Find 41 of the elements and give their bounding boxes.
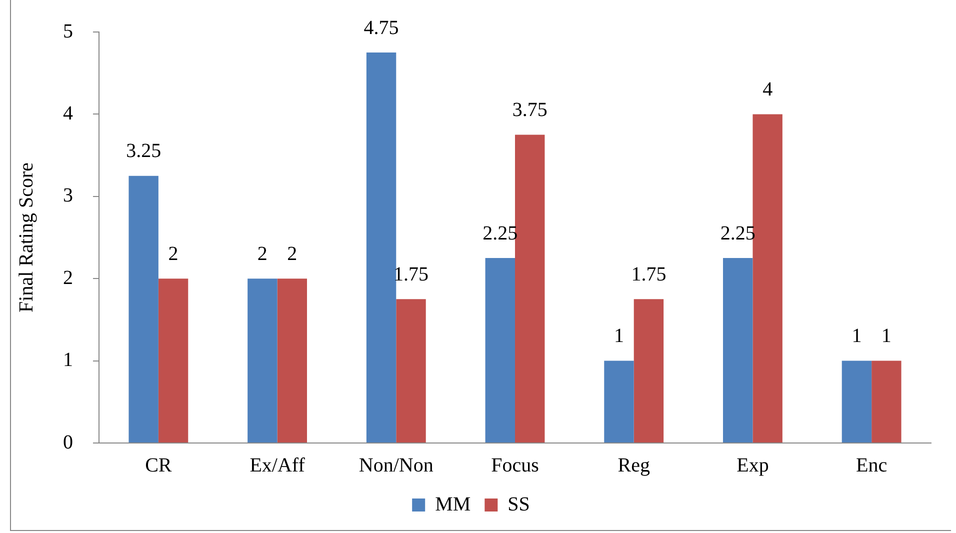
- x-tick-label: Exp: [736, 454, 769, 476]
- x-tick-label: Non/Non: [358, 454, 434, 476]
- data-label: 3.75: [512, 99, 548, 121]
- bar: [277, 278, 307, 442]
- bar: [128, 176, 158, 442]
- legend-label: MM: [435, 493, 471, 516]
- y-tick-label: 2: [63, 266, 73, 289]
- y-tick-label: 4: [63, 102, 73, 124]
- bar: [842, 360, 872, 442]
- x-tick-label: Enc: [856, 454, 888, 476]
- bar: [248, 278, 278, 442]
- data-label: 2: [257, 242, 268, 265]
- y-tick-label: 1: [63, 349, 73, 372]
- bar: [604, 360, 634, 442]
- x-tick-label: CR: [145, 454, 172, 476]
- y-axis-title: Final Rating Score: [15, 162, 38, 312]
- bar: [872, 360, 902, 442]
- bar: [723, 258, 753, 442]
- x-tick-label: Ex/Aff: [250, 454, 306, 476]
- data-label: 4: [762, 78, 773, 100]
- data-label: 1: [881, 325, 892, 348]
- bar: [634, 299, 664, 442]
- data-label: 2: [287, 242, 298, 265]
- data-label: 1.75: [631, 263, 666, 286]
- data-label: 4.75: [364, 16, 399, 39]
- data-label: 3.25: [126, 140, 162, 162]
- bar: [752, 114, 782, 442]
- x-tick-label: Reg: [618, 454, 650, 476]
- data-label: 1: [852, 325, 862, 348]
- y-tick-label: 3: [63, 184, 73, 207]
- y-tick-label: 0: [63, 431, 73, 454]
- bar: [366, 52, 396, 442]
- x-tick-label: Focus: [491, 454, 540, 476]
- bar: [158, 278, 188, 442]
- data-label: 2: [168, 242, 178, 265]
- bar: [515, 134, 545, 442]
- data-label: 1: [614, 325, 624, 348]
- bar: [485, 258, 515, 442]
- bar: [396, 299, 426, 442]
- legend-label: SS: [508, 493, 530, 516]
- y-tick-label: 5: [63, 20, 73, 42]
